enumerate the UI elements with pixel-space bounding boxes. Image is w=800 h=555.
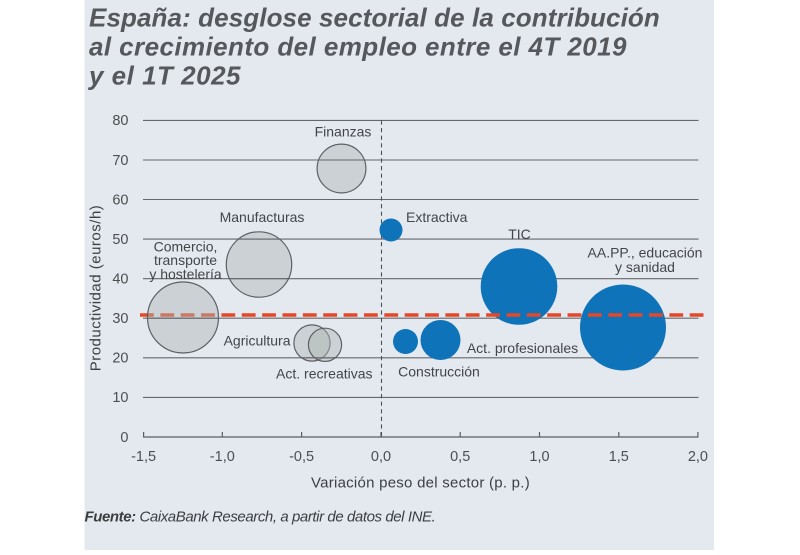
svg-text:50: 50 — [112, 232, 128, 248]
svg-text:Act. profesionales: Act. profesionales — [467, 340, 578, 356]
svg-text:Variación peso del sector (p.: Variación peso del sector (p. p.) — [311, 475, 530, 492]
svg-text:0: 0 — [120, 430, 128, 446]
svg-text:1,5: 1,5 — [609, 449, 629, 465]
svg-text:80: 80 — [112, 113, 128, 129]
svg-text:Agricultura: Agricultura — [224, 332, 291, 348]
svg-text:Construcción: Construcción — [398, 364, 480, 380]
svg-text:al crecimiento del empleo entr: al crecimiento del empleo entre el 4T 20… — [89, 32, 627, 62]
svg-text:Manufacturas: Manufacturas — [220, 209, 305, 225]
svg-text:TIC: TIC — [508, 226, 531, 242]
svg-text:Act. recreativas: Act. recreativas — [276, 365, 372, 381]
svg-text:20: 20 — [112, 351, 128, 367]
svg-text:-1,5: -1,5 — [131, 449, 156, 465]
svg-text:2,0: 2,0 — [688, 449, 708, 465]
svg-text:y el 1T 2025: y el 1T 2025 — [87, 61, 241, 91]
svg-text:transporte: transporte — [154, 252, 217, 268]
svg-text:Fuente: CaixaBank Research, a: Fuente: CaixaBank Research, a partir de … — [85, 509, 436, 526]
svg-text:AA.PP., educación: AA.PP., educación — [588, 245, 703, 261]
svg-text:10: 10 — [112, 390, 128, 406]
svg-text:y hostelería: y hostelería — [149, 266, 222, 282]
svg-text:Finanzas: Finanzas — [315, 124, 372, 140]
svg-text:Extractiva: Extractiva — [406, 209, 468, 225]
svg-text:1,0: 1,0 — [529, 449, 549, 465]
svg-text:España: desglose sectorial de: España: desglose sectorial de la contrib… — [89, 3, 660, 33]
svg-text:70: 70 — [112, 153, 128, 169]
svg-text:0,5: 0,5 — [450, 449, 470, 465]
svg-text:-0,5: -0,5 — [289, 449, 314, 465]
svg-text:0,0: 0,0 — [371, 449, 391, 465]
svg-text:30: 30 — [112, 311, 128, 327]
svg-text:-1,0: -1,0 — [210, 449, 235, 465]
svg-text:60: 60 — [112, 192, 128, 208]
svg-text:Comercio,: Comercio, — [154, 238, 218, 254]
svg-text:40: 40 — [112, 272, 128, 288]
svg-text:Productividad (euros/h): Productividad (euros/h) — [88, 205, 105, 372]
svg-text:y sanidad: y sanidad — [615, 259, 675, 275]
